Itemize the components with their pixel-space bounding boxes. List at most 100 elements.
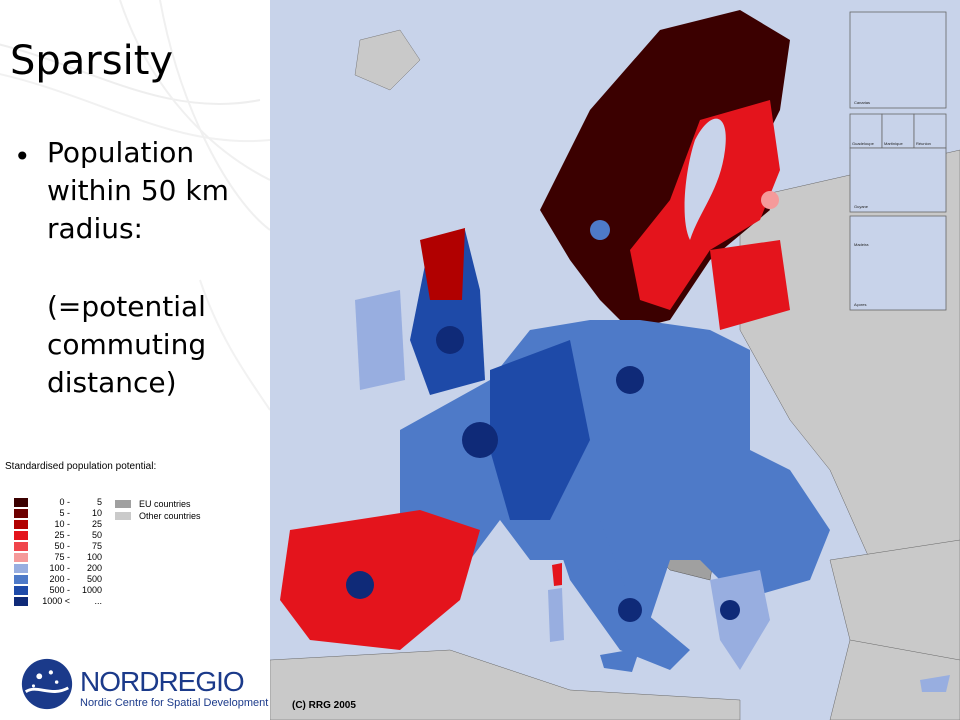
legend-class-from: 1000 <: [42, 596, 70, 606]
italy: [550, 520, 690, 670]
legend-country-label: EU countries: [139, 499, 191, 509]
legend-swatch: [14, 553, 28, 562]
legend-class-to: 500: [86, 574, 102, 584]
legend-class-to: 25: [91, 519, 102, 529]
legend-title: Standardised population potential:: [5, 461, 157, 472]
legend-class-row: 10 - 25: [14, 519, 124, 530]
legend-swatch: [14, 586, 28, 595]
bullet-marker: •: [14, 140, 31, 173]
inset-label-guyane: Guyane: [854, 204, 869, 209]
nordregio-logo-icon: [21, 658, 73, 710]
legend-class-from: 200 -: [49, 574, 70, 584]
legend-class-to: 75: [91, 541, 102, 551]
population-hotspot: [346, 571, 374, 599]
legend-class-row: 5 - 10: [14, 508, 124, 519]
sicily: [600, 648, 640, 672]
legend-country-label: Other countries: [139, 511, 201, 521]
legend-class-from: 500 -: [49, 585, 70, 595]
legend-class-row: 1000 <...: [14, 596, 124, 607]
map-copyright: (C) RRG 2005: [292, 700, 356, 711]
inset-madeira-azores: [849, 215, 947, 311]
legend-class-to: 1000: [81, 585, 102, 595]
germany-core: [490, 340, 590, 520]
legend-class-to: 50: [91, 530, 102, 540]
legend-country-row: Other countries: [115, 511, 225, 523]
legend-class-to: 10: [91, 508, 102, 518]
decorative-swoosh-lines: [0, 0, 270, 411]
slide-title: Sparsity: [10, 38, 174, 84]
population-hotspot: [616, 366, 644, 394]
population-hotspot: [590, 220, 610, 240]
legend-class-row: 75 - 100: [14, 552, 124, 563]
north-africa-other-countries: [270, 649, 741, 720]
legend-swatch: [14, 597, 28, 606]
ireland: [355, 290, 405, 390]
legend-swatch: [14, 531, 28, 540]
slide-text-panel: [0, 0, 270, 720]
inset-canarias: [849, 11, 947, 109]
scotland-red: [420, 228, 465, 300]
legend-class-from: 25 -: [54, 530, 70, 540]
inset-reunion: [913, 113, 947, 149]
population-hotspot: [618, 598, 642, 622]
legend-class-row: 50 - 75: [14, 541, 124, 552]
inset-label-reunion: Réunion: [916, 141, 931, 146]
population-hotspot: [720, 600, 740, 620]
inset-label-azores: Açores: [854, 302, 866, 307]
corsica: [552, 563, 562, 586]
legend-swatch: [14, 509, 28, 518]
legend-class-to: 200: [86, 563, 102, 573]
legend-swatch: [14, 542, 28, 551]
baltic-states: [710, 240, 790, 330]
inset-label-madeira: Madeira: [854, 242, 869, 247]
logo-name: NORDREGIO: [80, 666, 245, 697]
legend-class-row: 500 - 1000: [14, 585, 124, 596]
inset-martinique: [881, 113, 915, 149]
population-hotspot: [462, 422, 498, 458]
turkey-other-countries: [829, 539, 960, 661]
inset-label-guadeloupe: Guadeloupe: [852, 141, 875, 146]
legend-class-from: 75 -: [54, 552, 70, 562]
inset-guyane: [849, 147, 947, 213]
legend-class-from: 5 -: [59, 508, 70, 518]
legend-class-to: 100: [86, 552, 102, 562]
legend-class-row: 200 - 500: [14, 574, 124, 585]
legend-class-from: 50 -: [54, 541, 70, 551]
inset-label-canarias: Canarias: [854, 100, 870, 105]
legend-country-row: EU countries: [115, 499, 225, 511]
bullet-line-2: within 50 km radius:: [47, 174, 229, 245]
legend-class-to: 5: [96, 497, 102, 507]
population-hotspot: [761, 191, 779, 209]
legend-country-types: EU countries Other countries: [115, 499, 225, 523]
logo-subtitle: Nordic Centre for Spatial Development: [80, 697, 269, 709]
bullet-line-3: (=potential commuting distance): [47, 290, 207, 399]
bullet-line-1: Population: [47, 136, 195, 169]
legend-swatch: [14, 498, 28, 507]
population-hotspot: [436, 326, 464, 354]
legend-class-to: ...: [94, 596, 102, 606]
scandinavia: [540, 10, 790, 330]
iceland: [354, 29, 421, 91]
legend-class-row: 25 - 50: [14, 530, 124, 541]
legend-swatch: [115, 512, 131, 520]
inset-label-martinique: Martinique: [884, 141, 903, 146]
inset-guadeloupe: [849, 113, 883, 149]
legend-class-from: 100 -: [49, 563, 70, 573]
gulf-of-bothnia: [684, 118, 726, 240]
iberia: [280, 510, 480, 650]
greece: [710, 570, 770, 670]
sardinia: [548, 588, 564, 642]
legend-class-from: 0 -: [59, 497, 70, 507]
legend-swatch: [14, 575, 28, 584]
legend-class-row: 0 - 5: [14, 497, 124, 508]
inset-maps: Canarias Guadeloupe Martinique Réunion G…: [849, 11, 947, 311]
legend-class-row: 100 - 200: [14, 563, 124, 574]
legend-swatch: [14, 520, 28, 529]
bullet-text: Population within 50 km radius: (=potent…: [47, 134, 262, 402]
europe-population-map: Canarias Guadeloupe Martinique Réunion G…: [270, 0, 960, 720]
legend-swatch: [14, 564, 28, 573]
cyprus: [920, 675, 950, 692]
legend-class-from: 10 -: [54, 519, 70, 529]
legend-swatch: [115, 500, 131, 508]
